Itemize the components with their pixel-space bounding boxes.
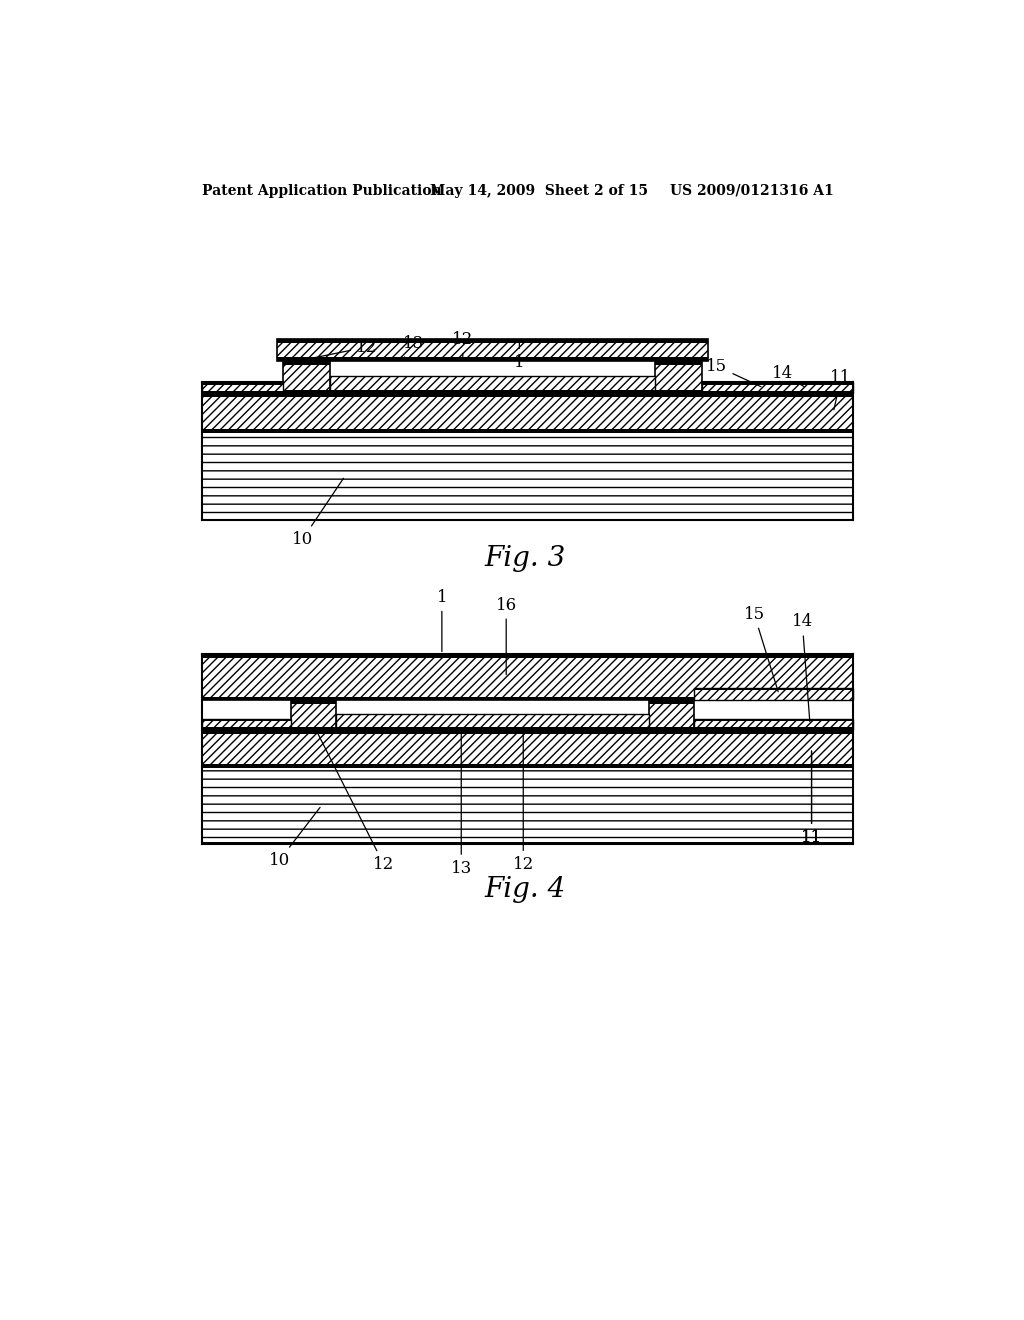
Text: 10: 10 — [268, 808, 321, 869]
Text: 14: 14 — [792, 614, 813, 722]
Bar — [202, 383, 283, 393]
Bar — [655, 360, 701, 393]
Text: 10: 10 — [292, 478, 343, 548]
Bar — [330, 376, 655, 393]
Bar — [202, 429, 853, 432]
Bar — [283, 360, 330, 364]
Bar — [202, 655, 853, 659]
Text: 11: 11 — [801, 751, 822, 846]
Bar — [202, 767, 853, 843]
Bar — [336, 726, 649, 730]
Text: US 2009/0121316 A1: US 2009/0121316 A1 — [671, 183, 835, 198]
Bar — [649, 726, 693, 730]
Bar — [336, 714, 649, 730]
Text: 15: 15 — [707, 358, 761, 387]
Text: 11: 11 — [830, 370, 852, 409]
Text: 1: 1 — [436, 589, 447, 652]
Bar — [202, 767, 853, 768]
Text: 13: 13 — [451, 729, 472, 876]
Text: 13: 13 — [402, 335, 424, 356]
Bar — [693, 688, 853, 701]
Text: May 14, 2009  Sheet 2 of 15: May 14, 2009 Sheet 2 of 15 — [430, 183, 648, 198]
Bar — [649, 701, 693, 705]
Bar — [202, 393, 853, 432]
Bar — [693, 727, 853, 730]
Bar — [276, 339, 708, 360]
Bar — [291, 701, 336, 730]
Bar — [701, 383, 853, 385]
Bar — [202, 730, 853, 734]
Bar — [202, 763, 853, 767]
Bar — [693, 719, 853, 730]
Bar — [276, 339, 708, 343]
Bar — [701, 383, 853, 393]
Bar — [693, 688, 853, 690]
Bar — [202, 655, 853, 701]
Text: 16: 16 — [496, 597, 517, 675]
Text: 12: 12 — [453, 331, 473, 356]
Bar — [202, 719, 291, 730]
Bar — [202, 697, 853, 701]
Bar — [276, 358, 708, 360]
Text: 12: 12 — [513, 729, 534, 873]
Bar — [202, 432, 853, 520]
Text: 1: 1 — [514, 341, 524, 371]
Text: 11: 11 — [801, 751, 822, 846]
Text: Fig. 3: Fig. 3 — [484, 545, 565, 573]
Bar — [655, 391, 701, 393]
Bar — [291, 701, 336, 705]
Bar — [202, 383, 283, 385]
Bar — [202, 730, 853, 767]
Bar — [655, 360, 701, 364]
Bar — [649, 701, 693, 730]
Text: 15: 15 — [743, 606, 778, 692]
Text: Fig. 4: Fig. 4 — [484, 876, 565, 903]
Text: 12: 12 — [315, 729, 394, 873]
Text: 14: 14 — [772, 366, 804, 387]
Bar — [202, 842, 853, 843]
Bar — [701, 391, 853, 393]
Bar — [202, 719, 291, 721]
Bar — [283, 360, 330, 393]
Bar — [202, 393, 853, 397]
Bar — [202, 391, 283, 393]
Text: 12: 12 — [309, 338, 377, 359]
Bar — [202, 432, 853, 433]
Bar — [283, 391, 330, 393]
Bar — [291, 726, 336, 730]
Bar — [693, 719, 853, 721]
Bar — [202, 727, 291, 730]
Bar — [330, 391, 655, 393]
Bar — [202, 519, 853, 520]
Text: Patent Application Publication: Patent Application Publication — [202, 183, 441, 198]
